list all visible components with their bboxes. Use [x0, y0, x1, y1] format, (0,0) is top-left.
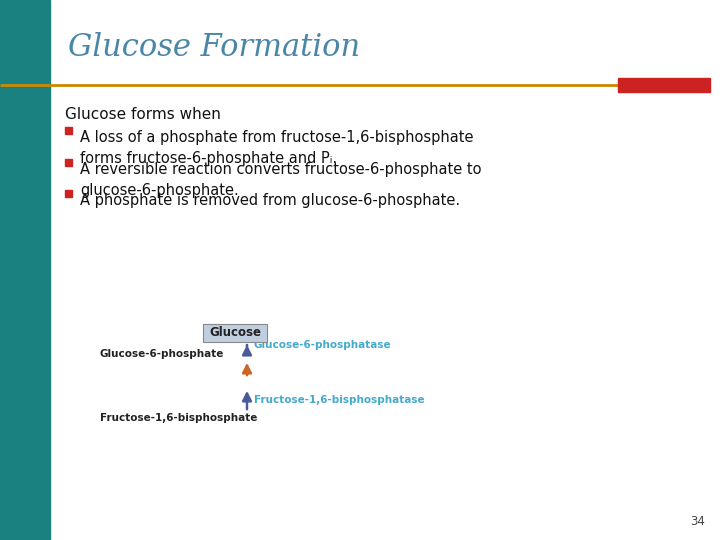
Text: A loss of a phosphate from fructose-1,6-bisphosphate
forms fructose-6-phosphate : A loss of a phosphate from fructose-1,6-… — [80, 130, 474, 166]
FancyBboxPatch shape — [203, 324, 267, 342]
Bar — [65, 159, 72, 166]
Text: Glucose: Glucose — [209, 327, 261, 340]
Bar — [65, 190, 72, 197]
Text: Fructose-1,6-bisphosphatase: Fructose-1,6-bisphosphatase — [254, 395, 425, 405]
Bar — [65, 127, 72, 134]
Text: Fructose-1,6-bisphosphate: Fructose-1,6-bisphosphate — [100, 413, 257, 423]
Text: 34: 34 — [690, 515, 705, 528]
Text: A reversible reaction converts fructose-6-phosphate to
glucose-6-phosphate.: A reversible reaction converts fructose-… — [80, 162, 482, 198]
Text: Glucose forms when: Glucose forms when — [65, 107, 221, 122]
Text: Glucose-6-phosphatase: Glucose-6-phosphatase — [254, 340, 392, 350]
Text: Glucose-6-phosphate: Glucose-6-phosphate — [100, 349, 225, 359]
Bar — [0, 0, 50, 540]
Text: A phosphate is removed from glucose-6-phosphate.: A phosphate is removed from glucose-6-ph… — [80, 193, 460, 208]
Text: Glucose Formation: Glucose Formation — [68, 32, 360, 64]
Bar — [618, 78, 710, 92]
